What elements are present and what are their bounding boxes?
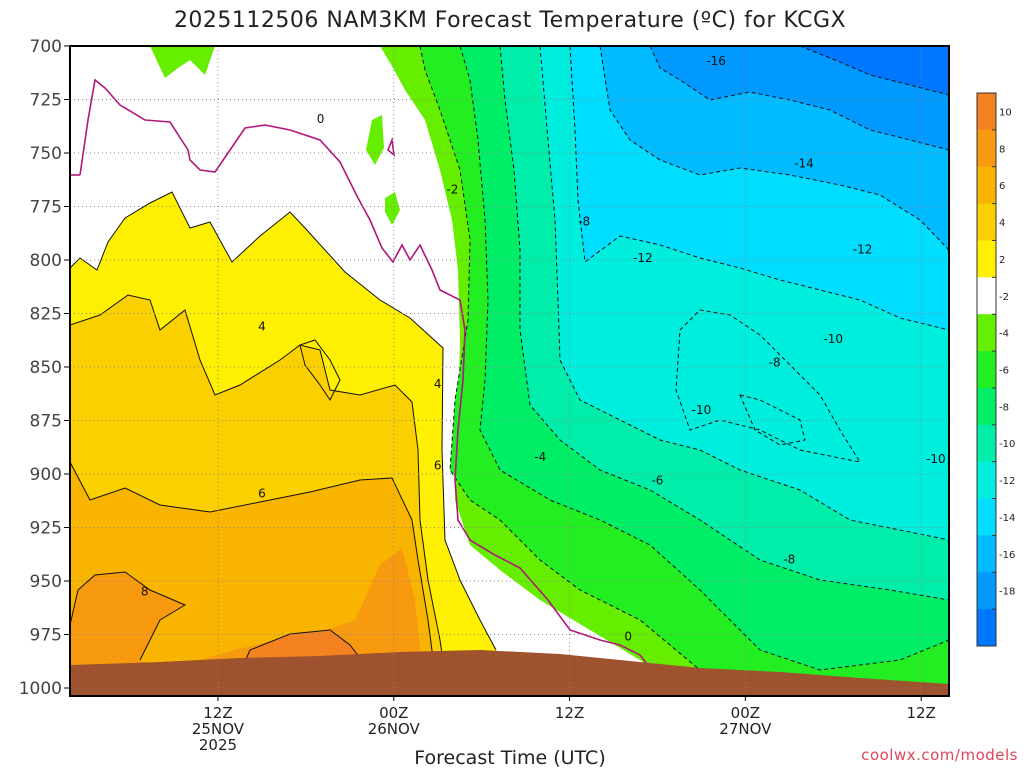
contour-label: -8 xyxy=(783,553,795,567)
small-cold-pocket xyxy=(150,46,215,78)
colorbar: 10 8 6 4 2 -2 -4 -6 -8 -10 -12 -14 -16 -18 xyxy=(976,92,1015,647)
y-tick-label: 850 xyxy=(30,358,62,378)
y-tick-label: 950 xyxy=(30,572,62,592)
x-tick-label: 12Z xyxy=(555,704,584,722)
colorbar-swatch xyxy=(977,424,996,463)
colorbar-label: -2 xyxy=(999,292,1009,303)
contour-label: -10 xyxy=(926,452,946,466)
colorbar-swatch xyxy=(977,240,996,278)
y-tick-label: 1000 xyxy=(19,679,62,699)
y-tick-label: 775 xyxy=(30,198,62,218)
contour-label: -2 xyxy=(446,182,458,196)
y-axis: 700 725 750 775 800 825 850 875 900 925 950 975 1000 xyxy=(19,37,70,699)
y-tick-label: 925 xyxy=(30,519,62,539)
y-tick-label: 700 xyxy=(30,37,62,57)
colorbar-label: -18 xyxy=(999,587,1015,598)
contour-label: -14 xyxy=(794,157,814,171)
colorbar-swatch xyxy=(977,387,996,426)
colorbar-label: 2 xyxy=(999,255,1005,266)
contour-label: -4 xyxy=(534,450,546,464)
colorbar-swatch xyxy=(977,93,996,131)
cold-contour-lines xyxy=(419,46,949,696)
colorbar-label: -14 xyxy=(999,513,1015,524)
y-tick-label: 875 xyxy=(30,412,62,432)
colorbar-label: -6 xyxy=(999,366,1009,377)
contour-labels: -16 -14 -12 -12 -10 -10 -10 -8 -8 -8 -6 -4 -2 0 0 4 4 6 6 8 xyxy=(141,54,946,644)
colorbar-swatch xyxy=(977,609,996,647)
contour-label: -8 xyxy=(769,356,781,370)
colorbar-label: -4 xyxy=(999,329,1009,340)
contour-label: 4 xyxy=(434,377,442,391)
band-minus-18-to-minus-16 xyxy=(800,46,949,95)
plot-border xyxy=(69,45,950,697)
x-tick-label: 27NOV xyxy=(719,720,772,738)
colorbar-swatch xyxy=(977,277,996,315)
y-tick-label: 725 xyxy=(30,91,62,111)
contour-label: -10 xyxy=(823,332,843,346)
colorbar-label: -8 xyxy=(999,402,1009,413)
grid-lines xyxy=(70,46,949,696)
contour-label: -12 xyxy=(633,251,653,265)
colorbar-swatch xyxy=(977,572,996,610)
x-tick-label: 25NOV xyxy=(192,720,245,738)
colorbar-swatch xyxy=(977,203,996,241)
y-tick-label: 975 xyxy=(30,626,62,646)
colorbar-label: 8 xyxy=(999,144,1005,155)
terrain xyxy=(70,650,949,696)
small-cold-pocket xyxy=(385,192,400,225)
warm-contour-lines xyxy=(70,191,497,696)
y-tick-label: 800 xyxy=(30,251,62,271)
colorbar-swatch xyxy=(977,498,996,536)
contour-label: 0 xyxy=(317,112,325,126)
freezing-line xyxy=(70,78,651,669)
contour-label: 8 xyxy=(141,585,149,599)
credit-link[interactable]: coolwx.com/models xyxy=(861,746,1018,764)
colorbar-label: -10 xyxy=(999,439,1015,450)
contour-label: 4 xyxy=(258,319,266,333)
colorbar-label: -12 xyxy=(999,476,1015,487)
x-tick-label: 00Z xyxy=(731,704,760,722)
x-tick-label: 12Z xyxy=(203,704,232,722)
colorbar-swatch xyxy=(977,166,996,205)
contour-label: -6 xyxy=(651,473,663,487)
contour-label: -8 xyxy=(578,214,590,228)
contour-label: -10 xyxy=(692,403,712,417)
x-tick-label: 26NOV xyxy=(368,720,421,738)
y-tick-label: 750 xyxy=(30,144,62,164)
filled-contours xyxy=(70,46,949,696)
colorbar-label: -16 xyxy=(999,550,1015,561)
colorbar-swatch xyxy=(977,535,996,573)
colorbar-label: 10 xyxy=(999,107,1012,118)
x-tick-label: 12Z xyxy=(906,704,935,722)
contour-label: 6 xyxy=(434,458,442,472)
y-tick-label: 825 xyxy=(30,305,62,325)
x-tick-label: 00Z xyxy=(379,704,408,722)
x-tick-label: 2025 xyxy=(199,736,237,754)
colorbar-swatch xyxy=(977,461,996,500)
colorbar-swatch xyxy=(977,351,996,389)
chart-title: 2025112506 NAM3KM Forecast Temperature (… xyxy=(174,8,846,33)
contour-label: -16 xyxy=(706,54,726,68)
colorbar-swatch xyxy=(977,314,996,352)
contour-label: 6 xyxy=(258,486,266,500)
colorbar-label: 4 xyxy=(999,218,1005,229)
y-tick-label: 900 xyxy=(30,465,62,485)
colorbar-label: 6 xyxy=(999,181,1005,192)
colorbar-swatch xyxy=(977,129,996,168)
contour-label: 0 xyxy=(624,630,632,644)
contour-label: -12 xyxy=(853,242,873,256)
colorbar-border xyxy=(976,92,997,647)
x-axis-label: Forecast Time (UTC) xyxy=(414,747,605,768)
